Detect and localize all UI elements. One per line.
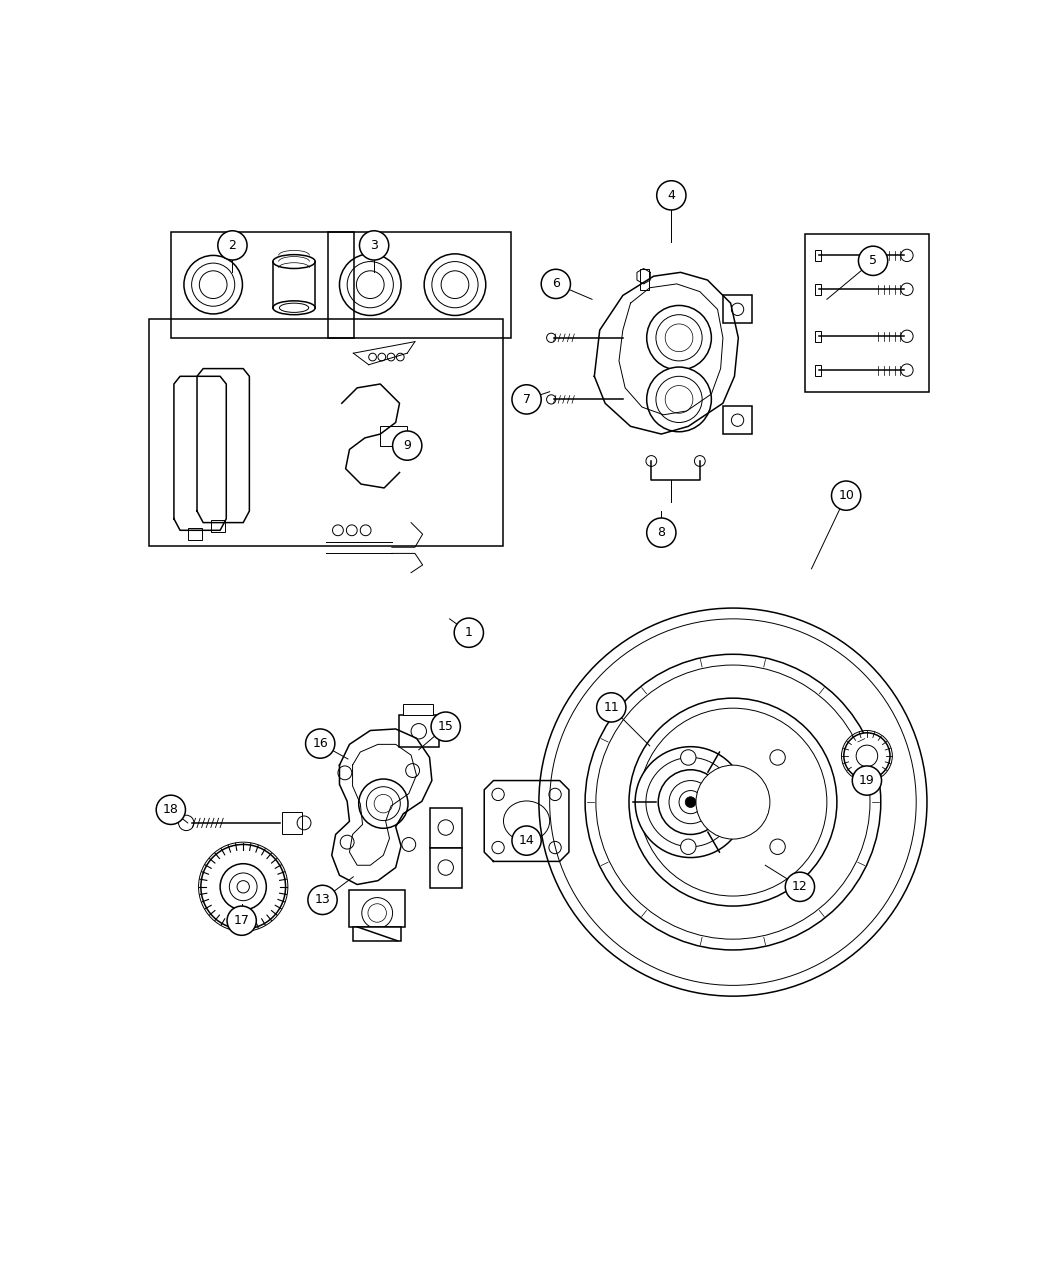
Bar bbox=[328, 232, 511, 338]
Circle shape bbox=[596, 692, 626, 722]
Circle shape bbox=[901, 249, 914, 261]
Circle shape bbox=[686, 797, 696, 807]
Circle shape bbox=[656, 181, 686, 210]
Circle shape bbox=[647, 518, 676, 547]
Text: 9: 9 bbox=[403, 439, 412, 453]
Circle shape bbox=[680, 750, 696, 765]
Bar bbox=[399, 715, 439, 747]
Circle shape bbox=[785, 872, 815, 901]
Circle shape bbox=[220, 863, 267, 910]
Circle shape bbox=[359, 779, 408, 829]
Text: 6: 6 bbox=[552, 278, 560, 291]
Circle shape bbox=[629, 699, 837, 907]
Circle shape bbox=[359, 231, 388, 260]
Text: 7: 7 bbox=[523, 393, 530, 405]
Bar bbox=[353, 927, 401, 941]
Circle shape bbox=[201, 844, 286, 929]
Text: 15: 15 bbox=[438, 720, 454, 733]
Circle shape bbox=[539, 608, 927, 996]
Circle shape bbox=[680, 839, 696, 854]
Circle shape bbox=[647, 367, 712, 432]
Circle shape bbox=[432, 711, 460, 741]
Bar bbox=[380, 426, 407, 445]
Bar bbox=[723, 407, 752, 434]
Circle shape bbox=[647, 306, 712, 370]
Bar bbox=[211, 520, 225, 532]
Text: 16: 16 bbox=[312, 737, 328, 750]
Circle shape bbox=[770, 839, 785, 854]
Circle shape bbox=[156, 796, 186, 825]
Bar bbox=[188, 528, 202, 539]
Text: 3: 3 bbox=[371, 238, 378, 252]
Circle shape bbox=[901, 283, 914, 296]
Bar bbox=[171, 232, 354, 338]
Circle shape bbox=[512, 385, 541, 414]
Bar bbox=[429, 848, 462, 887]
Text: 19: 19 bbox=[859, 774, 875, 787]
Bar bbox=[639, 269, 649, 289]
Text: 17: 17 bbox=[234, 914, 250, 927]
Circle shape bbox=[696, 765, 770, 839]
Circle shape bbox=[217, 231, 247, 260]
Bar bbox=[723, 296, 752, 323]
Circle shape bbox=[901, 330, 914, 343]
Bar bbox=[815, 284, 821, 295]
Text: 11: 11 bbox=[604, 701, 620, 714]
Bar bbox=[282, 812, 301, 834]
Text: 18: 18 bbox=[163, 803, 178, 816]
Text: 5: 5 bbox=[869, 254, 877, 268]
Bar bbox=[149, 319, 504, 546]
Bar bbox=[815, 250, 821, 261]
Circle shape bbox=[338, 766, 352, 780]
Circle shape bbox=[393, 431, 422, 460]
Bar bbox=[350, 890, 405, 927]
Circle shape bbox=[832, 481, 861, 510]
Bar bbox=[815, 332, 821, 342]
Circle shape bbox=[308, 885, 337, 914]
Bar bbox=[805, 233, 928, 391]
Text: 10: 10 bbox=[838, 490, 854, 502]
Circle shape bbox=[455, 618, 483, 648]
Bar bbox=[429, 807, 462, 848]
Circle shape bbox=[853, 766, 882, 796]
Text: 14: 14 bbox=[519, 834, 534, 847]
Text: 8: 8 bbox=[657, 527, 666, 539]
Bar bbox=[402, 704, 434, 715]
Circle shape bbox=[405, 764, 420, 778]
Circle shape bbox=[901, 363, 914, 376]
Text: 12: 12 bbox=[792, 880, 807, 894]
Text: 4: 4 bbox=[668, 189, 675, 201]
Bar bbox=[815, 365, 821, 376]
Text: 2: 2 bbox=[229, 238, 236, 252]
Circle shape bbox=[770, 750, 785, 765]
Circle shape bbox=[541, 269, 570, 298]
Circle shape bbox=[512, 826, 541, 856]
Circle shape bbox=[340, 835, 354, 849]
Text: 13: 13 bbox=[315, 894, 331, 907]
Circle shape bbox=[859, 246, 887, 275]
Circle shape bbox=[227, 907, 256, 936]
Text: 1: 1 bbox=[465, 626, 472, 639]
Circle shape bbox=[635, 747, 747, 858]
Circle shape bbox=[306, 729, 335, 759]
Circle shape bbox=[844, 733, 890, 779]
Circle shape bbox=[402, 838, 416, 852]
